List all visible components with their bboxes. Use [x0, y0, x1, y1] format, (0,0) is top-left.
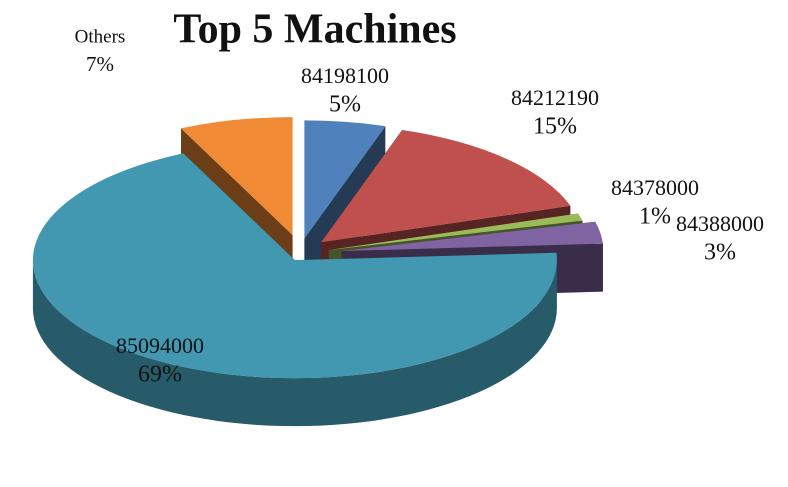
pie-slice: [321, 130, 571, 243]
data-label-name: 84198100: [301, 63, 389, 88]
pie-slice: [328, 213, 583, 250]
data-label-value: 3%: [704, 240, 736, 266]
pie-slice: [304, 120, 386, 239]
data-label-name: 84388000: [676, 211, 764, 236]
chart-title: Top 5 Machines: [173, 7, 456, 53]
data-label-value: 15%: [533, 114, 577, 140]
pie-slice: [341, 221, 603, 252]
data-label-name: 84212190: [511, 85, 599, 110]
data-label-value: 5%: [329, 92, 361, 118]
data-label-value: 7%: [86, 52, 114, 76]
pie-slice: [32, 153, 557, 379]
data-label-value: 1%: [639, 204, 671, 230]
data-label-name: 84378000: [611, 175, 699, 200]
data-label-value: 69%: [138, 362, 182, 388]
data-label-name: Others: [75, 26, 126, 47]
pie-slice: [181, 117, 293, 236]
pie-slice-wall: [32, 260, 557, 427]
data-label-name: 85094000: [116, 333, 204, 358]
